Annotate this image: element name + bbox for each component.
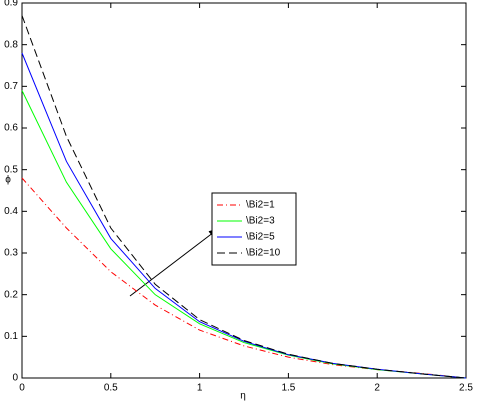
legend-label: \Bi2=3 <box>246 216 275 227</box>
x-tick-label: 0.5 <box>104 383 118 394</box>
x-axis-label: η <box>240 391 246 402</box>
x-tick-label: 0 <box>19 383 25 394</box>
x-tick-label: 1.5 <box>281 383 295 394</box>
y-axis-label: ϕ <box>5 175 11 186</box>
legend-label: \Bi2=10 <box>246 248 281 259</box>
y-tick-label: 0.7 <box>4 81 18 92</box>
plot-box <box>21 2 467 379</box>
y-tick-label: 0.6 <box>4 123 18 134</box>
y-tick-label: 0.5 <box>4 164 18 175</box>
y-tick-label: 0 <box>12 373 18 384</box>
x-tick-label: 1 <box>197 383 203 394</box>
y-tick-label: 0.1 <box>4 331 18 342</box>
data-line <box>21 15 467 379</box>
y-tick-label: 0.4 <box>4 206 18 217</box>
x-tick-label: 2 <box>374 383 380 394</box>
y-tick-label: 0.3 <box>4 248 18 259</box>
y-tick-label: 0.2 <box>4 289 18 300</box>
y-tick-label: 0.9 <box>4 0 18 9</box>
y-tick-label: 0.8 <box>4 39 18 50</box>
legend-label: \Bi2=1 <box>246 200 275 211</box>
x-tick-label: 2.5 <box>459 383 473 394</box>
legend-label: \Bi2=5 <box>246 232 275 243</box>
annotation-arrow <box>129 228 219 297</box>
